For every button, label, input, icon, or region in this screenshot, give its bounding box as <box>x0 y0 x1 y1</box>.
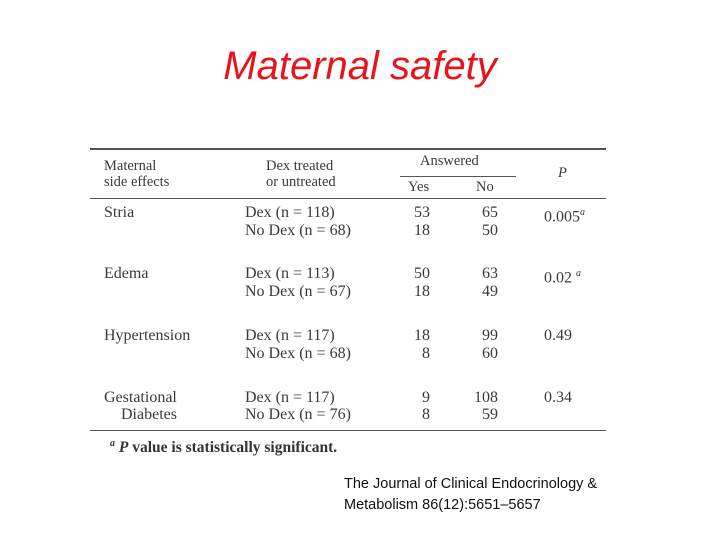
row-effect-line2: Diabetes <box>121 406 177 423</box>
citation-line2: Metabolism 86(12):5651–5657 <box>344 497 541 513</box>
row-no-dex: 108 <box>474 389 498 406</box>
row-group-nodex: No Dex (n = 68) <box>245 222 351 239</box>
header-dex-treated-line1: Dex treated <box>266 158 334 174</box>
header-answered: Answered <box>420 153 479 169</box>
table-footnote: a P value is statistically significant. <box>110 438 338 457</box>
row-group-dex: Dex (n = 117) <box>245 389 335 406</box>
row-no-dex: 65 <box>482 204 498 221</box>
significance-mark: a <box>576 268 581 279</box>
row-yes-nodex: 18 <box>414 283 430 300</box>
row-effect: Edema <box>104 265 149 282</box>
row-yes-dex: 50 <box>414 265 430 282</box>
row-no-nodex: 60 <box>482 345 498 362</box>
row-no-nodex: 59 <box>482 406 498 423</box>
row-effect: Gestational <box>104 389 177 406</box>
row-yes-nodex: 8 <box>422 406 430 423</box>
row-group-nodex: No Dex (n = 67) <box>245 283 351 300</box>
table-bottom-rule <box>90 430 606 431</box>
row-yes-dex: 9 <box>422 389 430 406</box>
row-yes-dex: 18 <box>414 327 430 344</box>
row-no-dex: 99 <box>482 327 498 344</box>
row-group-nodex: No Dex (n = 76) <box>245 406 351 423</box>
footnote-mark: a <box>110 438 115 449</box>
row-no-nodex: 49 <box>482 283 498 300</box>
row-effect: Stria <box>104 204 135 221</box>
citation: The Journal of Clinical Endocrinology & … <box>344 474 714 516</box>
significance-mark: a <box>580 207 585 218</box>
table-top-rule <box>90 148 606 150</box>
row-group-nodex: No Dex (n = 68) <box>245 345 351 362</box>
row-group-dex: Dex (n = 113) <box>245 265 335 282</box>
row-effect: Hypertension <box>104 327 191 344</box>
row-no-nodex: 50 <box>482 222 498 239</box>
row-yes-nodex: 18 <box>414 222 430 239</box>
header-side-effects-line1: Maternal <box>104 158 157 174</box>
header-p: P <box>558 165 567 181</box>
header-no: No <box>476 179 494 195</box>
row-yes-dex: 53 <box>414 204 430 221</box>
row-yes-nodex: 8 <box>422 345 430 362</box>
header-dex-treated-line2: or untreated <box>266 174 336 190</box>
citation-line1: The Journal of Clinical Endocrinology & <box>344 476 598 492</box>
answered-underline <box>400 176 516 177</box>
footnote-text: value is statistically significant. <box>128 439 338 457</box>
slide-title: Maternal safety <box>223 44 497 88</box>
header-bottom-rule <box>90 198 606 199</box>
header-side-effects-line2: side effects <box>104 174 170 190</box>
row-p-value: 0.49 <box>544 327 572 344</box>
row-p-value: 0.005a <box>544 207 585 226</box>
row-p-value: 0.34 <box>544 389 572 406</box>
side-effects-table: Maternal side effects Dex treated or unt… <box>90 148 606 458</box>
row-p-value: 0.02 a <box>544 268 581 287</box>
row-group-dex: Dex (n = 118) <box>245 204 335 221</box>
row-no-dex: 63 <box>482 265 498 282</box>
header-yes: Yes <box>408 179 430 195</box>
row-group-dex: Dex (n = 117) <box>245 327 335 344</box>
